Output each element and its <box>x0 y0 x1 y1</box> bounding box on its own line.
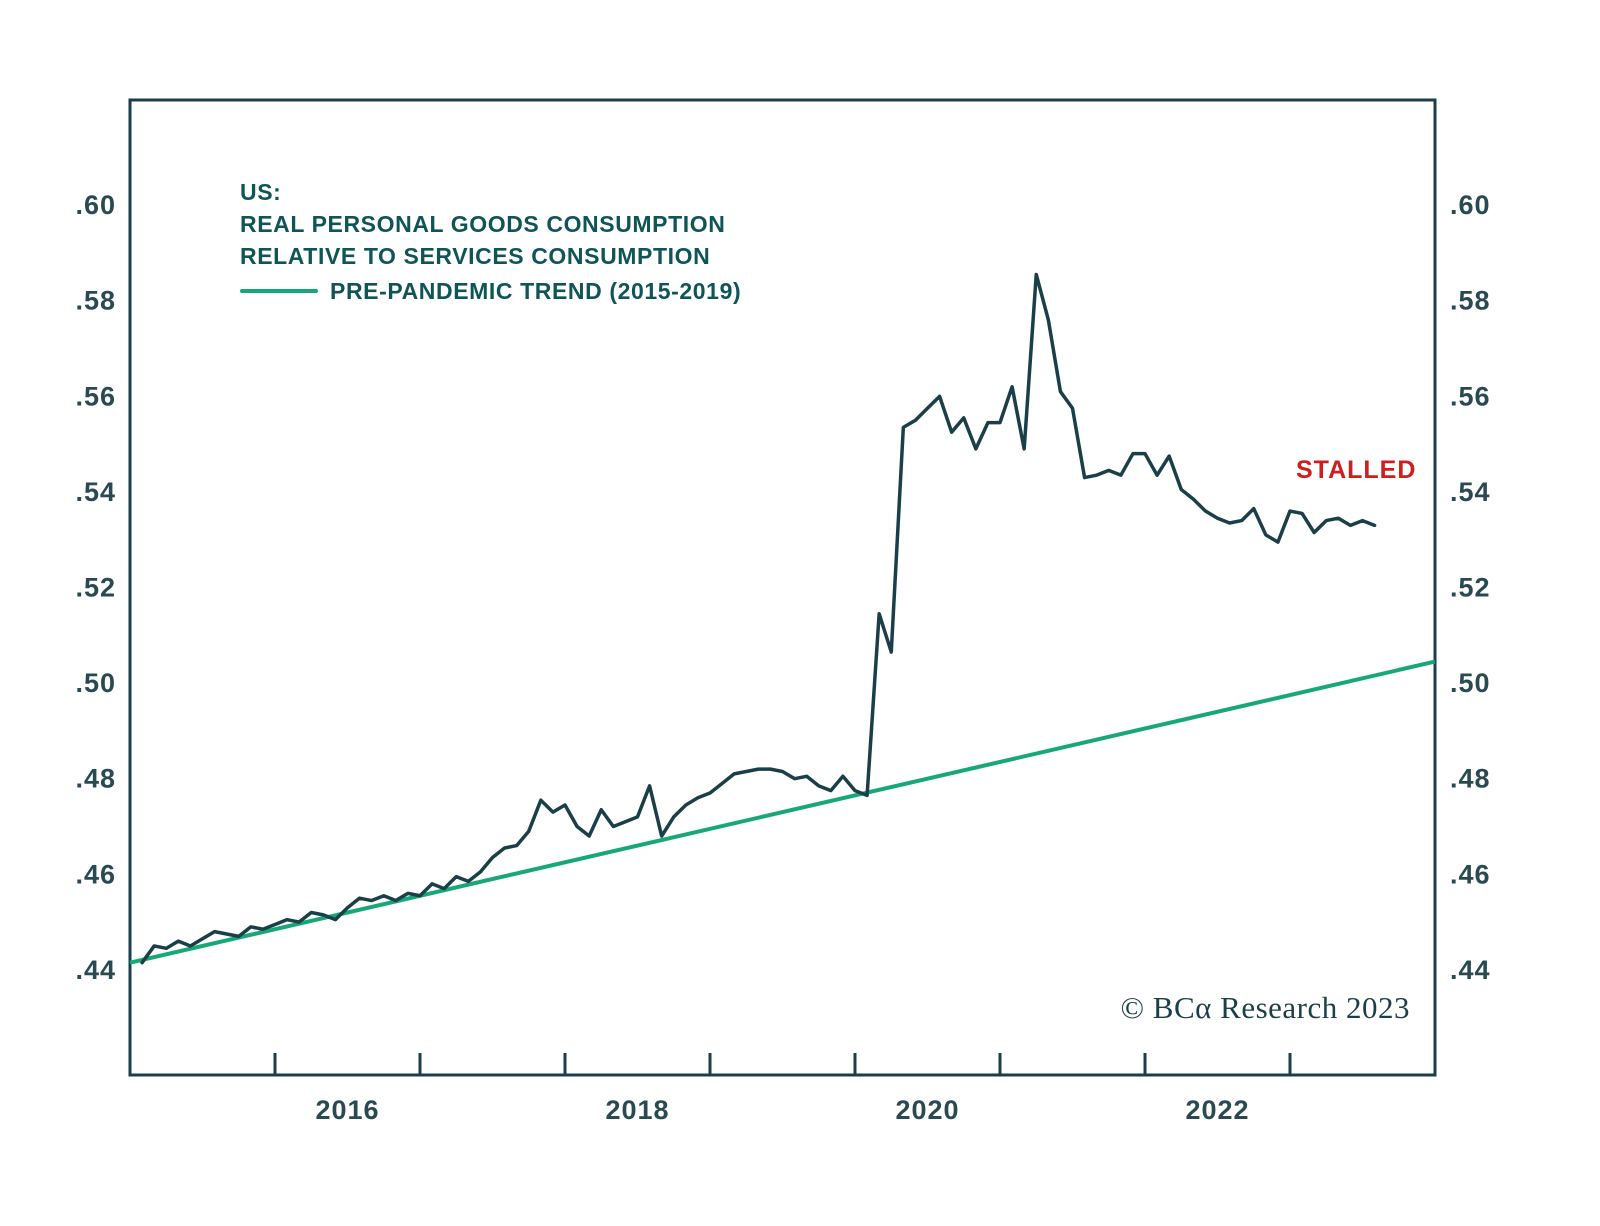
y-axis-label-left: .52 <box>75 573 116 603</box>
x-axis-label: 2018 <box>605 1095 669 1125</box>
y-axis-label-left: .50 <box>75 668 116 698</box>
y-axis-label-right: .44 <box>1450 955 1491 985</box>
x-axis-label: 2016 <box>315 1095 379 1125</box>
y-axis-label-left: .46 <box>75 859 116 889</box>
y-axis-label-left: .58 <box>75 286 116 316</box>
y-axis-label-left: .48 <box>75 764 116 794</box>
copyright-notice: © BCα Research 2023 <box>1120 990 1410 1025</box>
y-axis-label-right: .54 <box>1450 477 1491 507</box>
legend: PRE-PANDEMIC TREND (2015-2019) <box>240 275 741 307</box>
stalled-annotation: STALLED <box>1296 456 1417 484</box>
y-axis-label-right: .50 <box>1450 668 1491 698</box>
y-axis-label-right: .52 <box>1450 573 1491 603</box>
x-axis-label: 2020 <box>895 1095 959 1125</box>
y-axis-label-left: .54 <box>75 477 116 507</box>
y-axis-label-left: .56 <box>75 381 116 411</box>
y-axis-label-left: .60 <box>75 190 116 220</box>
title-line-1: US: <box>240 179 282 205</box>
x-axis-label: 2022 <box>1185 1095 1249 1125</box>
trend-legend-label: PRE-PANDEMIC TREND (2015-2019) <box>330 278 742 304</box>
goods-to-services-series-line <box>140 272 1377 965</box>
title-line-3: RELATIVE TO SERVICES CONSUMPTION <box>240 243 711 269</box>
trend-line-swatch <box>240 289 318 293</box>
chart-title: US: REAL PERSONAL GOODS CONSUMPTION RELA… <box>240 176 741 307</box>
trend-line <box>129 659 1436 965</box>
plot-border <box>128 98 1437 1077</box>
y-axis-label-right: .46 <box>1450 859 1491 889</box>
y-axis-label-right: .60 <box>1450 190 1491 220</box>
y-axis-label-right: .58 <box>1450 286 1491 316</box>
y-axis-label-left: .44 <box>75 955 116 985</box>
title-line-2: REAL PERSONAL GOODS CONSUMPTION <box>240 211 726 237</box>
y-axis-label-right: .48 <box>1450 764 1491 794</box>
y-axis-label-right: .56 <box>1450 381 1491 411</box>
